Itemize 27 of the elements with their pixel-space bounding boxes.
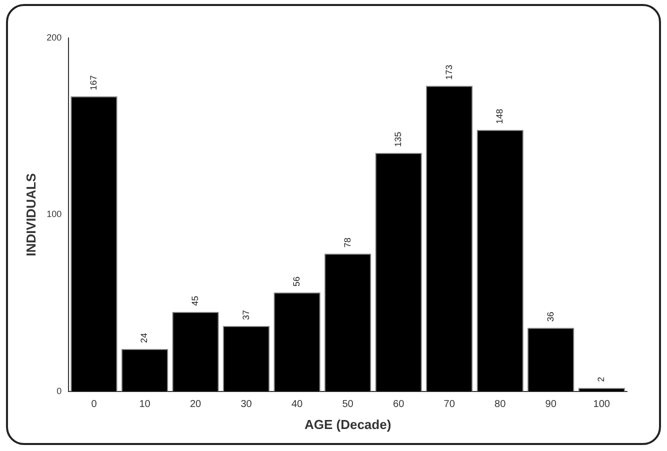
x-tick-label: 90 [545,399,557,410]
x-axis-title: AGE (Decade) [304,416,392,432]
x-tick-label: 40 [291,399,304,410]
x-tick-label: 20 [190,399,202,410]
x-tick-label: 10 [139,399,151,410]
y-axis-title: INDIVIDUALS [23,172,38,256]
x-tick-label: 100 [593,399,610,410]
data-label: 135 [393,132,404,147]
x-tick-label: 0 [91,399,98,410]
x-tick-label: 80 [494,399,506,410]
y-tick-label: 200 [46,32,62,42]
x-tick-label: 70 [444,399,456,410]
data-label: 2 [596,376,606,382]
x-tick-label: 30 [240,399,252,410]
data-label: 37 [240,310,251,320]
y-tick-label: 0 [56,386,62,396]
data-label: 24 [139,332,150,343]
data-label: 56 [292,276,302,286]
data-label: 45 [190,296,200,306]
y-tick-label: 100 [46,209,62,220]
data-label: 36 [545,312,556,322]
data-label: 173 [444,64,454,80]
x-tick-label: 50 [342,399,354,410]
x-tick-label: 60 [393,399,405,410]
data-label: 78 [342,238,352,248]
data-label: 148 [494,108,505,124]
data-label: 167 [88,75,98,90]
